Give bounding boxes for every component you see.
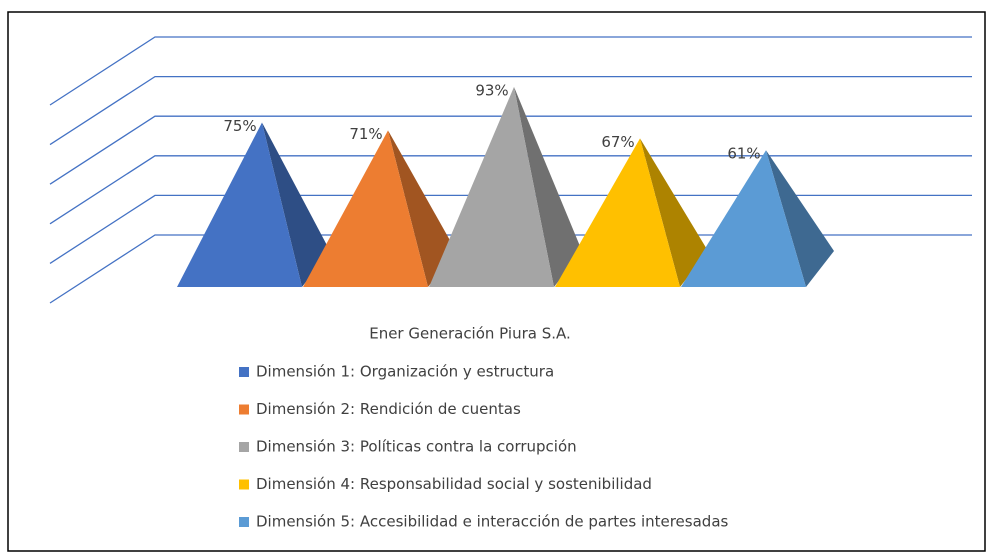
legend-label: Dimensión 2: Rendición de cuentas bbox=[256, 400, 521, 418]
legend-swatch bbox=[239, 442, 249, 452]
legend-swatch bbox=[239, 479, 249, 490]
data-label: 67% bbox=[601, 133, 634, 151]
legend-label: Dimensión 4: Responsabilidad social y so… bbox=[256, 475, 652, 493]
pyramid-side bbox=[262, 122, 330, 287]
legend-swatch bbox=[239, 367, 249, 377]
legend-swatch bbox=[239, 404, 249, 415]
legend-label: Dimensión 3: Políticas contra la corrupc… bbox=[256, 438, 577, 456]
grid-line bbox=[49, 75, 972, 146]
pyramid-front bbox=[303, 130, 428, 287]
pyramid-front bbox=[681, 150, 806, 287]
pyramid-side bbox=[514, 86, 582, 287]
grid-line bbox=[49, 234, 972, 304]
grid-line bbox=[49, 155, 972, 225]
pyramid-front bbox=[555, 138, 680, 287]
pyramid-side bbox=[640, 138, 708, 287]
grid-line bbox=[49, 36, 972, 106]
data-label: 71% bbox=[349, 125, 382, 143]
legend-label: Dimensión 5: Accesibilidad e interacción… bbox=[256, 513, 729, 531]
pyramid-side bbox=[766, 150, 834, 287]
legend-label: Dimensión 1: Organización y estructura bbox=[256, 363, 554, 381]
pyramid-front bbox=[177, 122, 302, 287]
grid-line bbox=[49, 115, 972, 185]
data-label: 75% bbox=[223, 117, 256, 135]
grid-line bbox=[49, 194, 972, 264]
category-label: Ener Generación Piura S.A. bbox=[369, 325, 571, 343]
pyramid-front bbox=[429, 86, 554, 287]
pyramid-side bbox=[388, 130, 456, 287]
data-label: 93% bbox=[475, 81, 508, 99]
legend-swatch bbox=[239, 517, 249, 527]
data-label: 61% bbox=[727, 145, 760, 163]
